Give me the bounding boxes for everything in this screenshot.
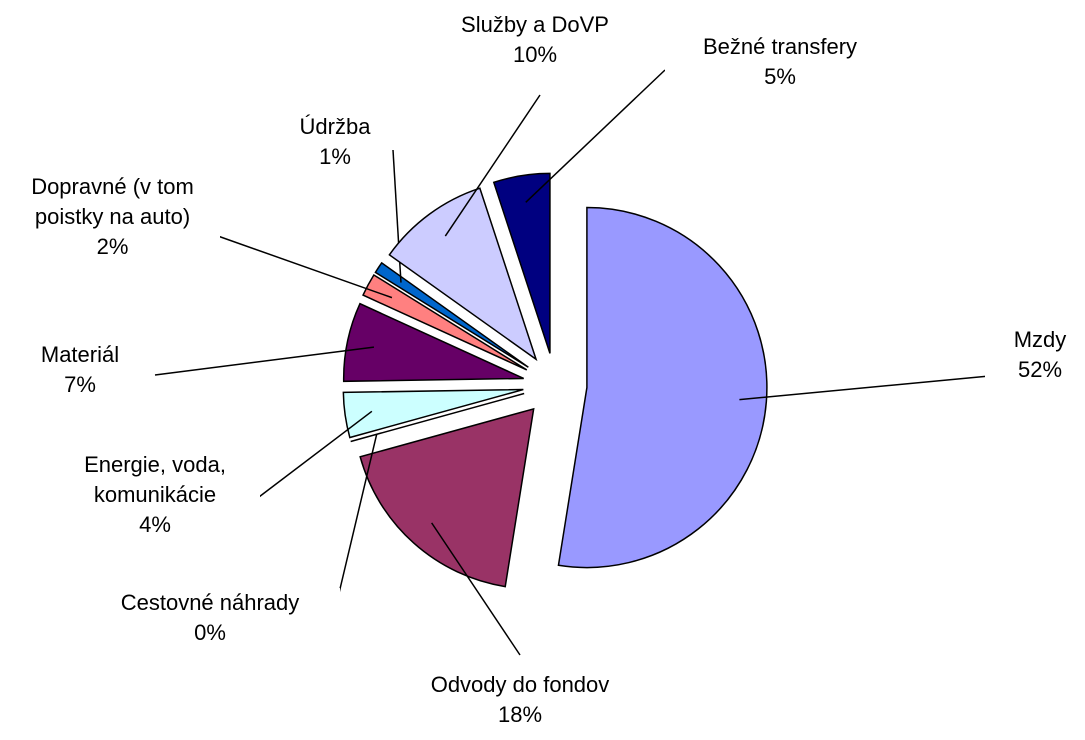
category-name: Cestovné náhrady [120,590,300,615]
pie-slice [557,206,768,569]
slice-label: Energie, voda, komunikácie 4% [50,450,260,540]
leader-line [254,410,373,501]
leader-line [154,346,375,376]
percent-label: 7% [64,372,96,397]
slice-label: Odvody do fondov 18% [390,670,650,730]
slice-label: Bežné transfery 5% [665,32,895,92]
category-name: Energie, voda, komunikácie [84,452,226,507]
percent-label: 10% [512,42,558,67]
category-name: Služby a DoVP [461,12,609,37]
slice-label: Dopravné (v tom poistky na auto) 2% [5,172,220,262]
pie-slice [388,187,538,362]
slice-label: Služby a DoVP 10% [430,10,640,70]
slice-label: Cestovné náhrady 0% [80,588,340,648]
percent-label: 1% [319,144,351,169]
category-name: Odvody do fondov [430,672,610,697]
category-name: Mzdy [1013,327,1067,352]
pie-slice [359,407,535,588]
percent-label: 0% [194,620,226,645]
pie-slice [342,388,524,439]
percent-label: 52% [1017,357,1063,382]
pie-slice [492,172,551,354]
pie-slice [362,273,528,371]
leader-line [739,374,1001,401]
percent-label: 2% [96,234,129,259]
leader-line [334,434,378,611]
leader-line [431,522,521,656]
percent-label: 5% [764,64,796,89]
category-name: Dopravné (v tom poistky na auto) [31,174,194,229]
percent-label: 4% [139,512,171,537]
leader-line [444,94,541,237]
category-name: Materiál [40,342,120,367]
category-name: Bežné transfery [702,34,858,59]
pie-slice [374,261,529,368]
slice-label: Údržba 1% [280,112,390,172]
slice-label: Materiál 7% [20,340,140,400]
category-name: Údržba [299,114,371,139]
pie-slice [342,302,524,383]
percent-label: 18% [497,702,543,727]
leader-line [214,234,393,299]
slice-label: Mzdy 52% [985,325,1085,385]
leader-line [525,69,666,203]
